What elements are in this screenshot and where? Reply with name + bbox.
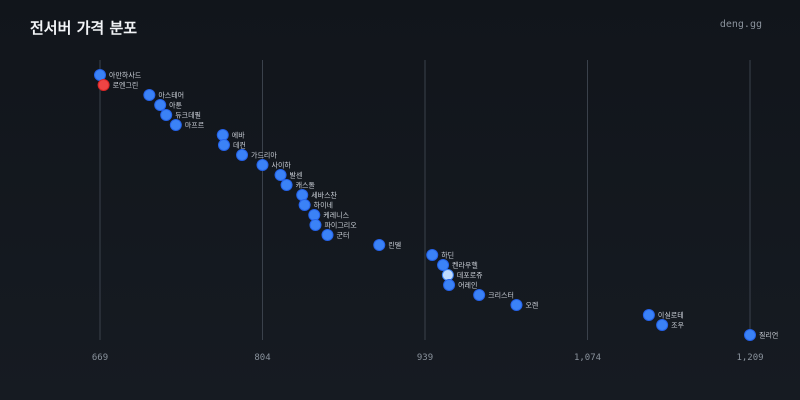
data-point bbox=[309, 219, 322, 231]
data-point bbox=[256, 159, 269, 171]
data-point bbox=[143, 89, 156, 101]
data-point-label: 데컨 bbox=[233, 141, 246, 150]
x-tick-label: 804 bbox=[254, 353, 270, 363]
data-point-label: 하이네 bbox=[314, 201, 333, 210]
chart-title: 전서버 가격 분포 bbox=[30, 19, 138, 37]
data-point-label: 이실로테 bbox=[658, 311, 684, 320]
data-point bbox=[426, 249, 439, 261]
data-point bbox=[656, 319, 669, 331]
data-point-label: 하딘 bbox=[441, 251, 454, 260]
data-point-label: 어레인 bbox=[458, 281, 477, 290]
data-point bbox=[321, 229, 334, 241]
x-tick-label: 1,074 bbox=[574, 353, 601, 363]
data-point-label: 켄라우헬 bbox=[452, 261, 478, 270]
data-point bbox=[169, 119, 182, 131]
data-point bbox=[642, 309, 655, 321]
data-point-label: 캐스돌 bbox=[296, 182, 316, 190]
data-point-label: 케레니스 bbox=[323, 211, 349, 220]
data-point bbox=[236, 149, 249, 161]
data-point-label: 세바스찬 bbox=[311, 191, 337, 200]
data-point bbox=[280, 179, 293, 191]
data-point-label: 아스테어 bbox=[158, 91, 184, 100]
data-point-label: 크리스터 bbox=[488, 291, 514, 300]
data-point-label: 발센 bbox=[290, 171, 303, 180]
data-point-label: 오렌 bbox=[525, 301, 538, 310]
data-point-label: 아만하사드 bbox=[109, 71, 142, 80]
data-point-label: 아툰 bbox=[169, 101, 182, 110]
data-point bbox=[298, 199, 311, 211]
data-point bbox=[437, 259, 450, 271]
data-point bbox=[373, 239, 386, 251]
data-point bbox=[473, 289, 486, 301]
x-tick-label: 1,209 bbox=[736, 353, 763, 363]
data-point bbox=[441, 269, 454, 281]
data-point-label: 파이그리오 bbox=[324, 221, 357, 230]
data-point bbox=[443, 279, 456, 291]
data-point-label: 사이하 bbox=[272, 161, 292, 170]
data-point bbox=[744, 329, 756, 341]
data-point bbox=[296, 189, 309, 201]
data-point bbox=[97, 79, 110, 91]
data-point-label: 질리언 bbox=[759, 331, 778, 340]
data-point-label: 조우 bbox=[671, 322, 684, 330]
data-point-label: 마프르 bbox=[185, 121, 205, 130]
data-point-label: 로엔그린 bbox=[113, 81, 139, 90]
data-point bbox=[94, 69, 106, 81]
data-point bbox=[154, 99, 167, 111]
data-point bbox=[216, 129, 229, 141]
data-point-label: 듀크데필 bbox=[175, 111, 201, 120]
data-point bbox=[160, 109, 173, 121]
data-point-label: 가드리아 bbox=[251, 151, 277, 160]
data-point bbox=[510, 299, 523, 311]
data-point-label: 린델 bbox=[388, 241, 401, 250]
x-tick-label: 669 bbox=[92, 353, 108, 363]
data-point bbox=[308, 209, 321, 221]
data-point bbox=[274, 169, 287, 181]
x-tick-label: 939 bbox=[417, 353, 433, 363]
data-point-label: 데포로쥬 bbox=[457, 272, 483, 280]
data-point-label: 군터 bbox=[337, 231, 350, 240]
data-point bbox=[217, 139, 230, 151]
data-point-label: 에바 bbox=[232, 131, 245, 140]
brand-label: deng.gg bbox=[719, 19, 762, 30]
